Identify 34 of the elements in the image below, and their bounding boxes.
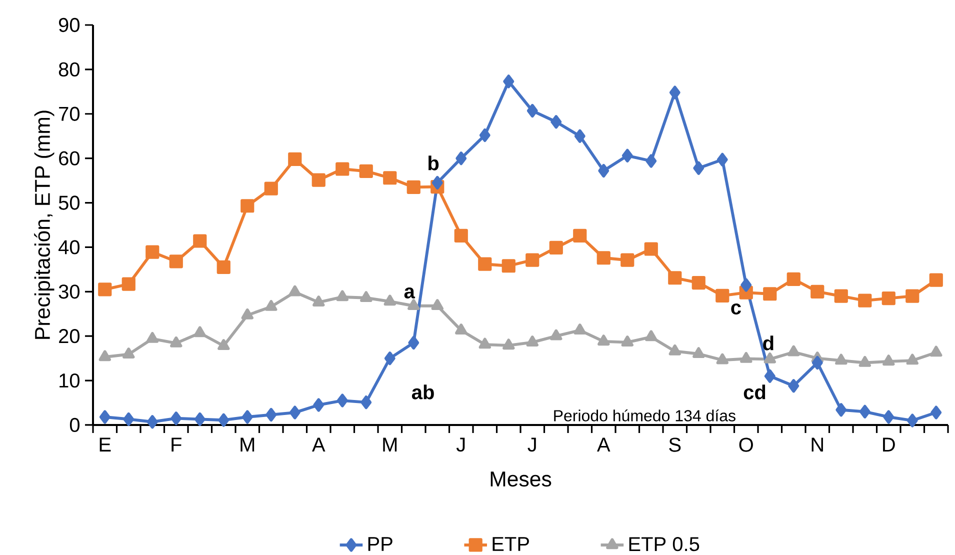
y-tick-label: 90 xyxy=(58,18,80,32)
y-tick-label: 40 xyxy=(58,240,80,254)
x-tick-label: F xyxy=(172,438,182,452)
x-tick-label: O xyxy=(739,438,753,452)
annotation: d xyxy=(763,336,774,350)
y-tick-label: 10 xyxy=(60,373,80,388)
legend-label: ETP 0.5 xyxy=(629,537,700,552)
x-tick-label: M xyxy=(383,438,397,452)
annotation: cd xyxy=(744,384,766,400)
x-tick-label: N xyxy=(812,438,823,452)
x-tick-label: E xyxy=(100,438,111,452)
legend-label: ETP xyxy=(492,537,529,551)
x-tick-label: A xyxy=(597,438,610,452)
annotation: ab xyxy=(412,384,434,400)
annotation: a xyxy=(404,288,416,298)
x-tick-label: J xyxy=(528,438,536,452)
y-tick-label: 80 xyxy=(58,62,80,77)
x-tick-label: D xyxy=(883,438,895,452)
x-axis-title: Meses xyxy=(490,472,552,487)
annotation: c xyxy=(731,304,741,314)
x-tick-label: S xyxy=(669,438,681,452)
x-tick-label: M xyxy=(240,438,254,452)
y-tick-label: 0 xyxy=(70,418,80,432)
y-tick-label: 70 xyxy=(59,106,80,121)
y-tick-label: 20 xyxy=(59,329,80,344)
legend-label: PP xyxy=(368,537,392,551)
y-tick-label: 50 xyxy=(58,196,80,210)
x-tick-label: J xyxy=(456,438,465,452)
y-tick-label: 30 xyxy=(58,284,80,299)
y-axis-title: Precipitación, ETP (mm) xyxy=(34,110,54,339)
annotation: Periodo húmedo 134 días xyxy=(554,409,736,422)
y-tick-label: 60 xyxy=(59,151,80,166)
annotation: b xyxy=(428,156,439,170)
x-tick-label: A xyxy=(312,438,326,452)
